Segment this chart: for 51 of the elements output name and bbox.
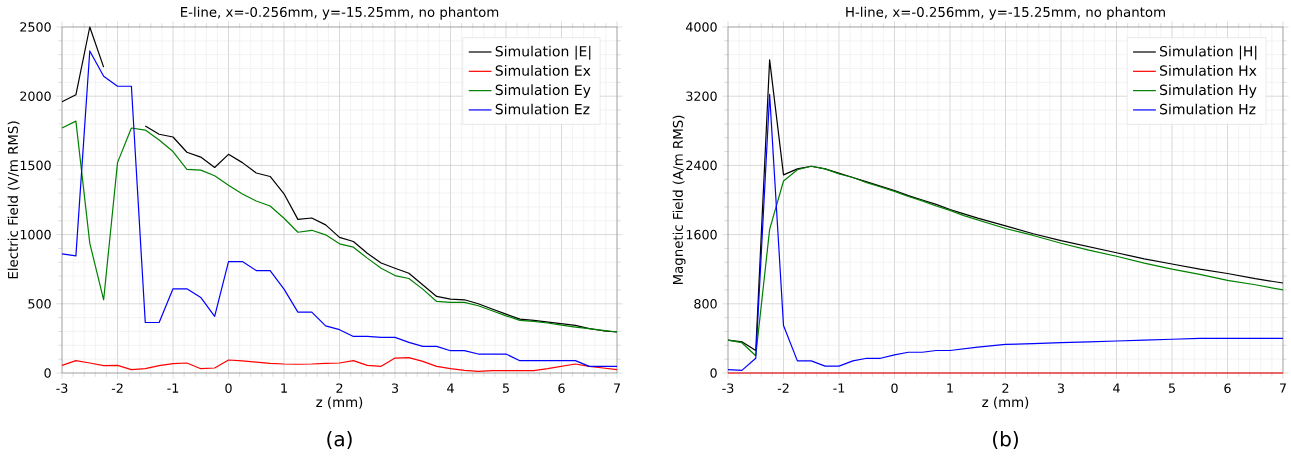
y-tick-label: 0	[710, 368, 717, 378]
y-tick-label: 2000	[20, 91, 51, 101]
x-tick-label: 7	[614, 383, 620, 393]
text: (a)	[327, 431, 352, 449]
legend-label: Simulation Hz	[1160, 103, 1256, 115]
x-tick-label: 6	[1224, 383, 1231, 393]
legend-label: Simulation Hy	[1160, 84, 1257, 98]
y-tick-label: 500	[28, 298, 51, 309]
legend-label: Simulation Hx	[1160, 65, 1257, 76]
x-tick-label: -1	[167, 383, 179, 393]
y-axis-title: Electric Field (V/m RMS)	[7, 121, 20, 279]
x-tick-label: 1	[947, 383, 953, 393]
x-tick-label: 1	[281, 383, 287, 393]
x-tick-label: -3	[722, 383, 734, 393]
x-tick-label: -1	[833, 383, 845, 393]
y-tick-label: 3200	[686, 91, 717, 101]
y-tick-label: 2500	[20, 22, 51, 32]
x-tick-label: 3	[1057, 383, 1065, 393]
x-tick-label: 4	[1113, 383, 1120, 393]
x-tick-label: 2	[1002, 383, 1009, 393]
x-tick-label: 3	[391, 383, 399, 393]
legend-label: Simulation Ex	[495, 65, 591, 76]
x-tick-label: 2	[336, 383, 343, 393]
y-tick-label: 4000	[686, 22, 717, 32]
legend-label: Simulation |E|	[495, 45, 591, 60]
x-axis-title: z (mm)	[982, 396, 1029, 409]
x-tick-label: 5	[1168, 383, 1175, 393]
x-tick-label: 0	[225, 383, 232, 393]
y-tick-label: 2400	[686, 160, 717, 171]
y-tick-label: 0	[44, 368, 51, 378]
y-tick-label: 1000	[20, 229, 51, 240]
x-tick-label: 7	[1280, 383, 1286, 393]
legend-label: Simulation |H|	[1160, 45, 1257, 60]
x-tick-label: 5	[502, 383, 509, 393]
x-tick-label: -3	[56, 383, 68, 393]
x-tick-label: 0	[891, 383, 898, 393]
legend-label: Simulation Ey	[495, 84, 591, 98]
chart-title: H-line, x=-0.256mm, y=-15.25mm, no phantom	[846, 6, 1165, 20]
x-tick-label: 6	[558, 383, 565, 393]
line-series	[61, 120, 618, 333]
x-axis-title: z (mm)	[316, 396, 363, 409]
legend-label: Simulation Ez	[495, 103, 590, 115]
x-tick-label: -2	[111, 383, 123, 393]
x-tick-label: 4	[447, 383, 454, 393]
y-axis-title: Magnetic Field (A/m RMS)	[672, 115, 686, 285]
x-tick-label: -2	[777, 383, 789, 393]
y-tick-label: 1500	[20, 160, 51, 171]
text: (b)	[993, 431, 1018, 449]
y-tick-label: 800	[694, 298, 717, 309]
y-tick-label: 1600	[686, 229, 717, 240]
chart-title: E-line, x=-0.256mm, y=-15.25mm, no phantom	[181, 6, 499, 20]
